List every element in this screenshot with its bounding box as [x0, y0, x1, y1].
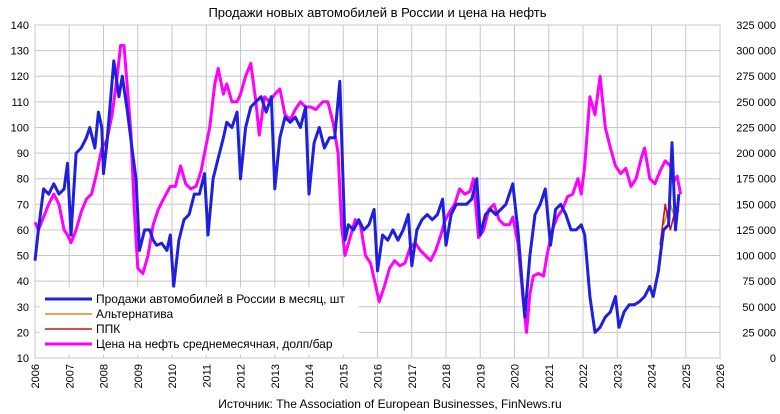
left-tick-label: 80: [17, 174, 29, 186]
left-tick-label: 130: [11, 46, 29, 58]
left-tick-label: 30: [17, 302, 29, 314]
x-tick-label: 2021: [544, 364, 556, 388]
left-tick-label: 120: [11, 71, 29, 83]
left-tick-label: 140: [11, 20, 29, 32]
right-tick-label: 0: [770, 353, 776, 365]
right-tick-label: 300 000: [736, 46, 776, 58]
x-tick-label: 2010: [167, 364, 179, 388]
chart-title: Продажи новых автомобилей в России и цен…: [208, 5, 546, 20]
right-tick-label: 50 000: [742, 302, 776, 314]
right-tick-label: 25 000: [742, 327, 776, 339]
x-axis-ticks: 2006 2007 2008 2009 2010 2011 2012 2013 2014 2015…: [30, 364, 727, 388]
legend-label: ППК: [96, 322, 120, 336]
legend-box: [39, 287, 359, 355]
right-tick-label: 125 000: [736, 225, 776, 237]
x-tick-label: 2024: [647, 364, 659, 388]
right-tick-label: 225 000: [736, 122, 776, 134]
legend-label: Альтернатива: [96, 307, 174, 321]
x-tick-label: 2008: [99, 364, 111, 388]
left-tick-label: 110: [11, 97, 29, 109]
right-axis-ticks: 0 25 000 50 000 75 000 100 000 125 000 150 000…: [736, 20, 776, 365]
source-note: Источник: The Association of European Bu…: [218, 397, 561, 411]
left-tick-label: 90: [17, 148, 29, 160]
x-tick-label: 2018: [441, 364, 453, 388]
series-line-0: [33, 59, 681, 334]
left-tick-label: 10: [17, 353, 29, 365]
left-tick-label: 40: [17, 276, 29, 288]
x-tick-label: 2015: [338, 364, 350, 388]
left-tick-label: 20: [17, 327, 29, 339]
x-tick-label: 2020: [510, 364, 522, 388]
right-tick-label: 275 000: [736, 71, 776, 83]
x-tick-label: 2012: [236, 364, 248, 388]
right-tick-label: 150 000: [736, 199, 776, 211]
series-lines: [33, 44, 683, 334]
legend: Продажи автомобилей в России в месяц, шт…: [39, 287, 359, 355]
legend-label: Продажи автомобилей в России в месяц, шт: [96, 292, 345, 306]
x-tick-label: 2026: [715, 364, 727, 388]
x-tick-label: 2023: [612, 364, 624, 388]
right-tick-label: 75 000: [742, 276, 776, 288]
left-axis-ticks: 10 20 30 40 50 60 70 80 90 100 110 120 130 140: [11, 20, 29, 365]
x-tick-label: 2014: [304, 364, 316, 388]
right-tick-label: 175 000: [736, 174, 776, 186]
x-tick-label: 2006: [30, 364, 42, 388]
x-tick-label: 2017: [407, 364, 419, 388]
legend-label: Цена на нефть среднемесячная, долп/бар: [96, 337, 333, 351]
right-tick-label: 250 000: [736, 97, 776, 109]
x-tick-label: 2022: [578, 364, 590, 388]
x-tick-label: 2013: [270, 364, 282, 388]
x-tick-label: 2009: [133, 364, 145, 388]
left-tick-label: 70: [17, 199, 29, 211]
x-tick-label: 2019: [475, 364, 487, 388]
x-tick-label: 2025: [681, 364, 693, 388]
x-tick-label: 2016: [373, 364, 385, 388]
right-tick-label: 100 000: [736, 251, 776, 263]
x-tick-label: 2011: [201, 364, 213, 388]
right-tick-label: 325 000: [736, 20, 776, 32]
x-tick-label: 2007: [64, 364, 76, 388]
right-tick-label: 200 000: [736, 148, 776, 160]
left-tick-label: 50: [17, 251, 29, 263]
left-tick-label: 60: [17, 225, 29, 237]
left-tick-label: 100: [11, 122, 29, 134]
